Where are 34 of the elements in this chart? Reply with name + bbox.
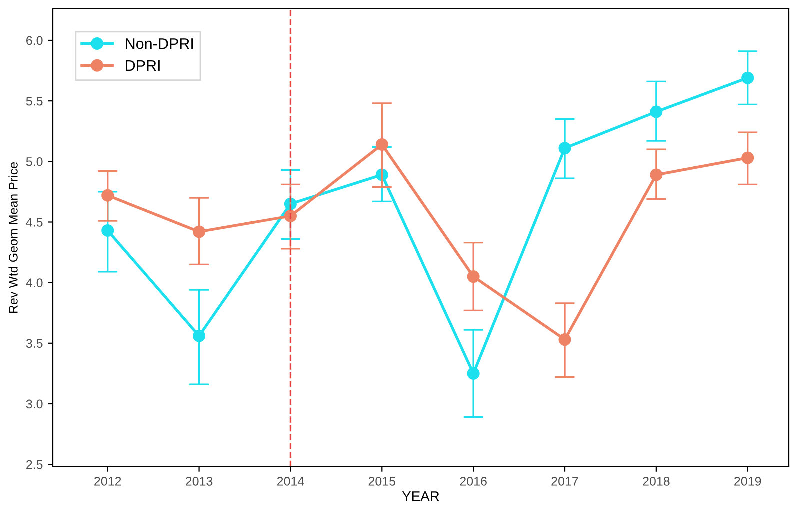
x-tick-label: 2016	[460, 477, 487, 486]
point	[742, 152, 754, 164]
point	[467, 367, 480, 380]
legend-label: Non-DPRI	[126, 38, 194, 50]
point	[284, 210, 297, 222]
y-tick-label: 2.5	[26, 460, 43, 470]
point	[102, 189, 114, 202]
y-axis-title: Rev Wtd Geom Mean Price	[8, 162, 18, 314]
x-tick-label: 2018	[643, 477, 670, 486]
point	[467, 270, 480, 284]
x-tick-label: 2019	[734, 477, 762, 486]
x-axis-title: YEAR	[402, 492, 440, 502]
point	[650, 106, 663, 118]
y-tick-label: 4.5	[26, 218, 43, 227]
point	[102, 224, 114, 237]
x-tick-label: 2014	[277, 477, 304, 486]
y-tick-label: 5.5	[26, 97, 43, 106]
point	[376, 138, 388, 151]
point	[558, 142, 572, 155]
point	[193, 226, 206, 238]
x-tick-label: 2012	[94, 477, 122, 486]
x-tick-label: 2015	[368, 477, 396, 486]
y-tick-label: 6.0	[26, 36, 43, 46]
x-tick-label: 2017	[552, 477, 578, 486]
y-tick-label: 3.5	[26, 339, 43, 348]
y-tick-label: 4.0	[26, 278, 43, 288]
point	[650, 168, 663, 182]
legend-label: DPRI	[126, 60, 160, 71]
x-tick-label: 2013	[186, 477, 213, 486]
point	[193, 330, 206, 342]
y-tick-label: 5.0	[26, 157, 43, 166]
y-tick-label: 3.0	[26, 400, 43, 409]
point	[742, 72, 754, 84]
point	[558, 334, 572, 346]
